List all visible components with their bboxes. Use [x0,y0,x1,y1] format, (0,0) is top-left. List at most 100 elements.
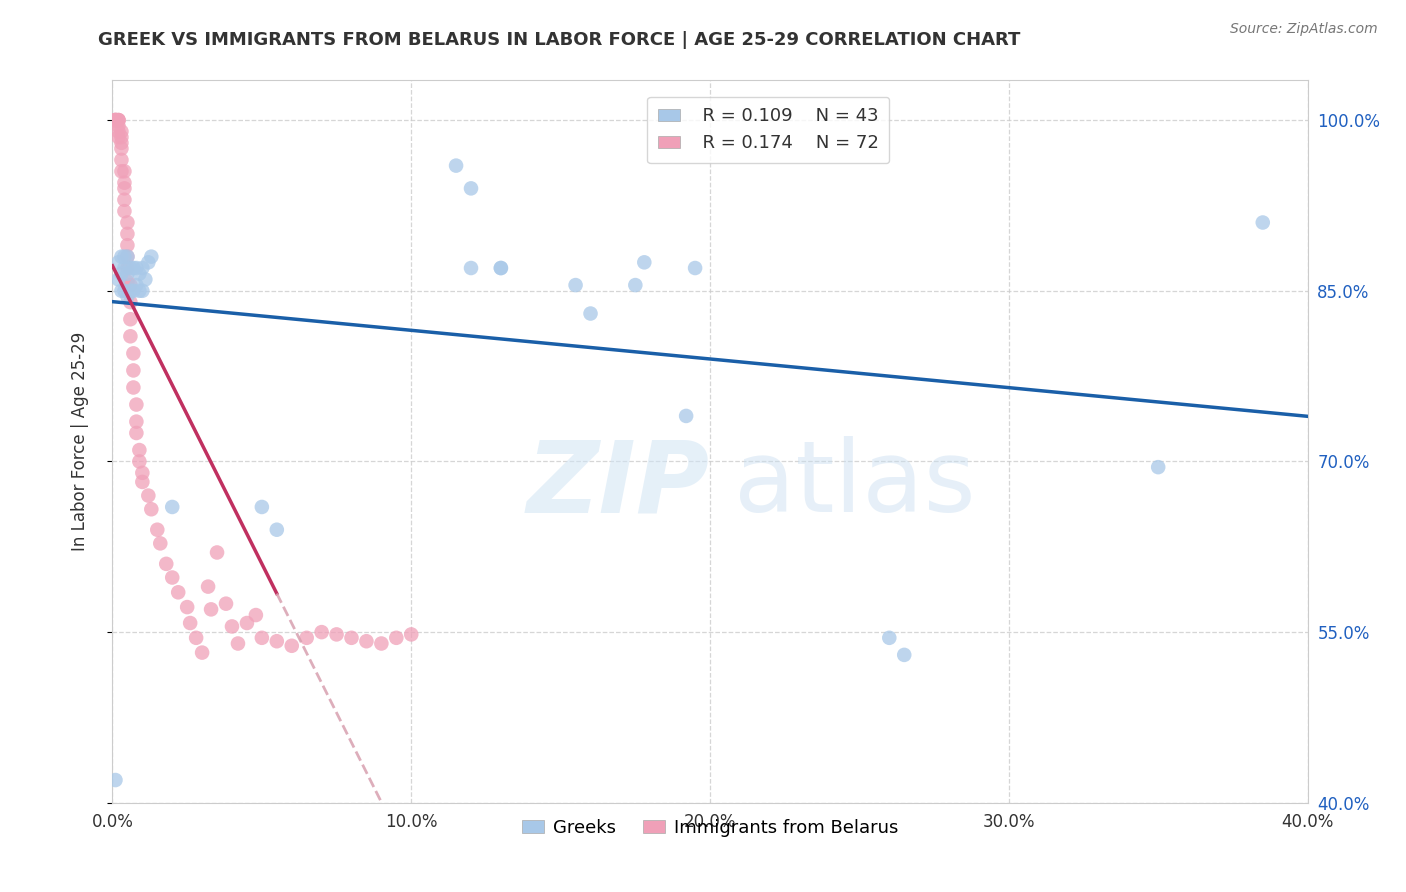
Point [205,545,228,559]
Point [125,415,148,429]
Point [117,250,139,264]
Point [266,523,288,537]
Point [125,260,148,275]
Point [117,215,139,229]
Point [110,153,132,167]
Point [110,136,132,150]
Point [128,443,150,458]
Point [104,113,127,128]
Point [250,500,273,514]
Point [104,113,127,128]
Point [114,204,135,219]
Point [167,585,190,599]
Point [162,570,183,584]
Point [683,260,706,275]
Point [117,260,139,275]
Point [138,255,160,269]
Point [107,124,129,138]
Point [128,267,150,281]
Text: Source: ZipAtlas.com: Source: ZipAtlas.com [1230,22,1378,37]
Point [1251,215,1274,229]
Point [176,600,198,615]
Point [104,772,127,787]
Point [675,409,697,423]
Point [120,278,142,293]
Point [146,523,169,537]
Point [120,260,142,275]
Point [125,278,148,293]
Point [125,425,148,440]
Point [114,250,135,264]
Point [879,631,901,645]
Point [325,627,347,641]
Point [141,250,163,264]
Point [117,275,139,289]
Point [131,284,153,298]
Point [117,289,139,303]
Point [131,475,153,489]
Point [134,272,156,286]
Point [114,284,135,298]
Point [191,646,214,660]
Point [104,113,127,128]
Point [579,306,602,320]
Point [131,260,153,275]
Point [117,267,139,281]
Point [122,346,145,360]
Point [226,636,249,650]
Point [117,238,139,252]
Point [356,634,378,648]
Point [186,631,208,645]
Point [110,284,132,298]
Point [564,278,586,293]
Point [122,260,145,275]
Point [444,159,467,173]
Point [200,602,222,616]
Point [110,164,132,178]
Point [122,363,145,377]
Point [114,260,135,275]
Point [633,255,655,269]
Point [295,631,318,645]
Point [236,615,259,630]
Point [114,164,135,178]
Point [110,250,132,264]
Point [107,119,129,133]
Point [114,176,135,190]
Point [107,113,129,128]
Point [120,329,142,343]
Point [221,619,243,633]
Point [107,255,129,269]
Point [110,267,132,281]
Point [149,536,172,550]
Point [624,278,647,293]
Point [460,260,482,275]
Point [401,627,423,641]
Point [104,113,127,128]
Point [250,631,273,645]
Point [460,181,482,195]
Point [125,398,148,412]
Point [215,597,238,611]
Point [155,557,177,571]
Point [281,639,304,653]
Point [162,500,183,514]
Point [385,631,408,645]
Legend: Greeks, Immigrants from Belarus: Greeks, Immigrants from Belarus [515,812,905,845]
Point [138,489,160,503]
Point [141,502,163,516]
Point [110,142,132,156]
Text: atlas: atlas [734,436,976,533]
Point [1147,460,1170,475]
Point [122,380,145,394]
Point [131,466,153,480]
Point [117,227,139,241]
Point [197,580,219,594]
Point [107,113,129,128]
Point [120,312,142,326]
Point [128,454,150,468]
Y-axis label: In Labor Force | Age 25-29: In Labor Force | Age 25-29 [70,332,89,551]
Point [122,284,145,298]
Point [893,648,915,662]
Point [107,113,129,128]
